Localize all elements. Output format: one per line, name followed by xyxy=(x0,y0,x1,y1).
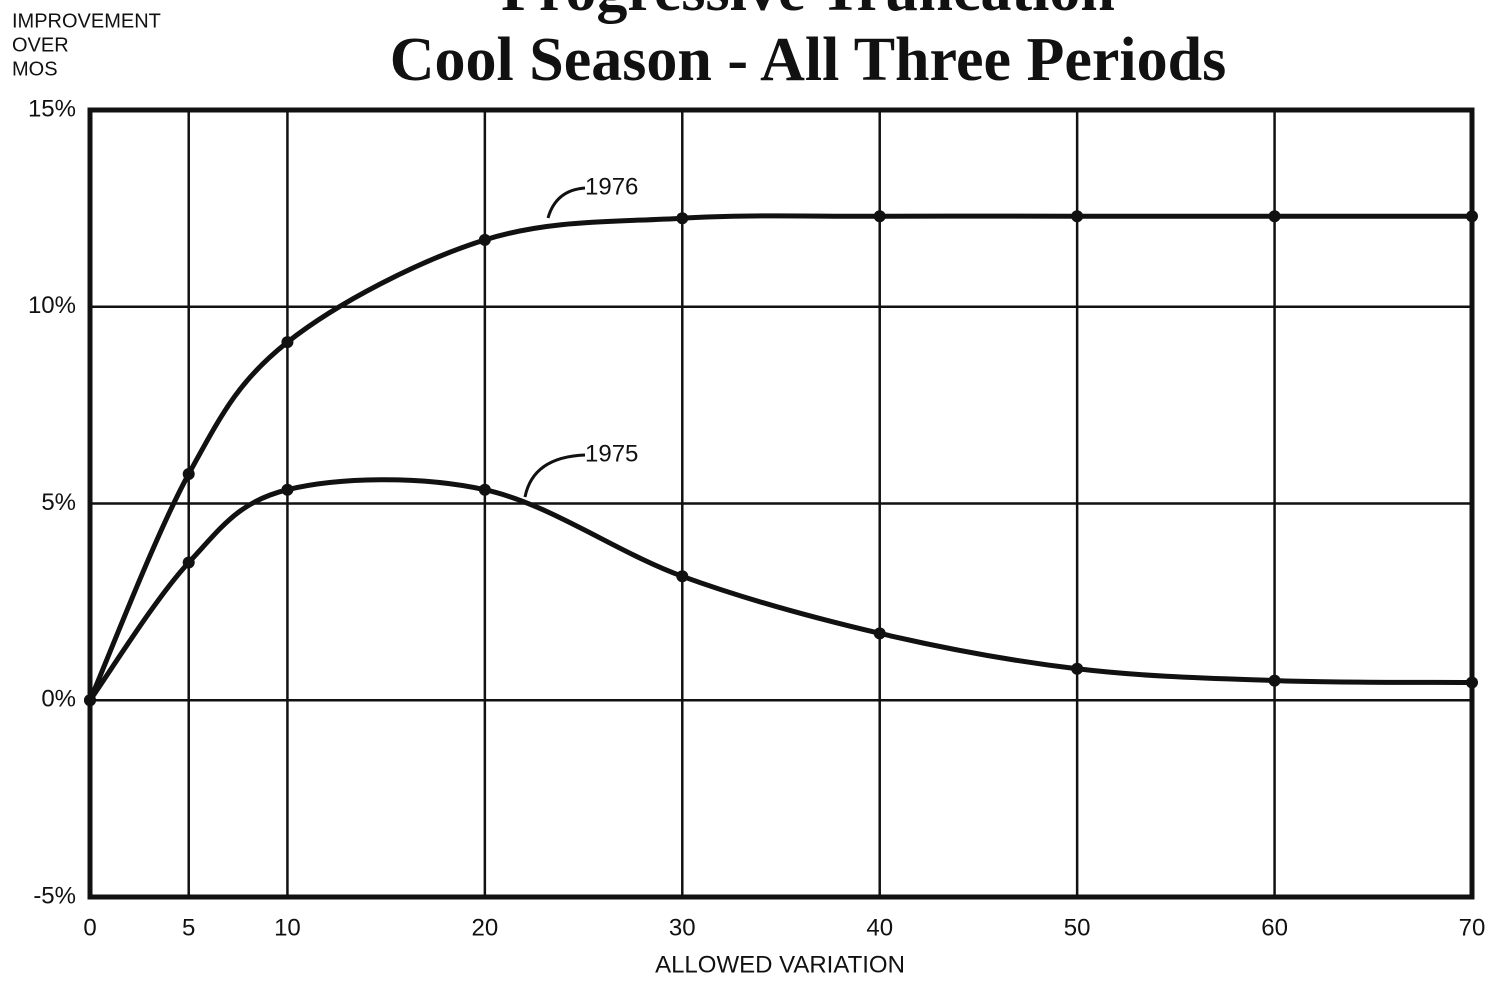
x-tick-label: 40 xyxy=(866,914,893,941)
chart-title: Progressive Truncation xyxy=(501,0,1115,24)
series-label: 1975 xyxy=(585,440,638,467)
data-point xyxy=(873,210,886,223)
data-point xyxy=(1268,674,1281,687)
x-tick-label: 60 xyxy=(1261,914,1288,941)
data-point xyxy=(281,483,294,496)
data-point xyxy=(873,627,886,640)
data-point xyxy=(182,467,195,480)
series-line xyxy=(87,477,1473,702)
data-point xyxy=(1071,210,1084,223)
x-tick-label: 50 xyxy=(1064,914,1091,941)
data-point xyxy=(1466,210,1478,223)
y-tick-label: 0% xyxy=(41,686,76,713)
y-tick-label: 10% xyxy=(28,292,76,319)
data-point xyxy=(1268,210,1281,223)
data-point xyxy=(281,336,294,349)
chart-subtitle: Cool Season - All Three Periods xyxy=(390,26,1226,94)
y-axis-label: IMPROVEMENT xyxy=(12,10,161,32)
data-point xyxy=(676,570,689,583)
annotation-arrow xyxy=(546,186,586,219)
y-tick-label: 15% xyxy=(28,95,76,122)
x-tick-label: 30 xyxy=(669,914,696,941)
x-tick-label: 0 xyxy=(83,914,96,941)
y-axis-label: OVER xyxy=(12,34,69,56)
data-point xyxy=(478,483,491,496)
data-point xyxy=(182,556,195,569)
x-tick-label: 20 xyxy=(472,914,499,941)
data-point xyxy=(676,212,689,225)
data-point xyxy=(1071,662,1084,675)
plot-frame xyxy=(87,107,1475,900)
x-tick-label: 70 xyxy=(1459,914,1486,941)
y-axis-label: MOS xyxy=(12,58,58,80)
y-tick-label: 5% xyxy=(41,489,76,516)
series-label: 1976 xyxy=(585,173,638,200)
data-point xyxy=(1466,676,1478,689)
series-line xyxy=(87,213,1472,702)
data-point xyxy=(84,694,96,707)
x-tick-label: 5 xyxy=(182,914,195,941)
annotation-arrow xyxy=(523,453,586,498)
data-point xyxy=(478,233,491,246)
y-tick-label: -5% xyxy=(33,882,76,909)
x-axis-label: ALLOWED VARIATION xyxy=(655,951,905,978)
x-tick-label: 10 xyxy=(274,914,301,941)
